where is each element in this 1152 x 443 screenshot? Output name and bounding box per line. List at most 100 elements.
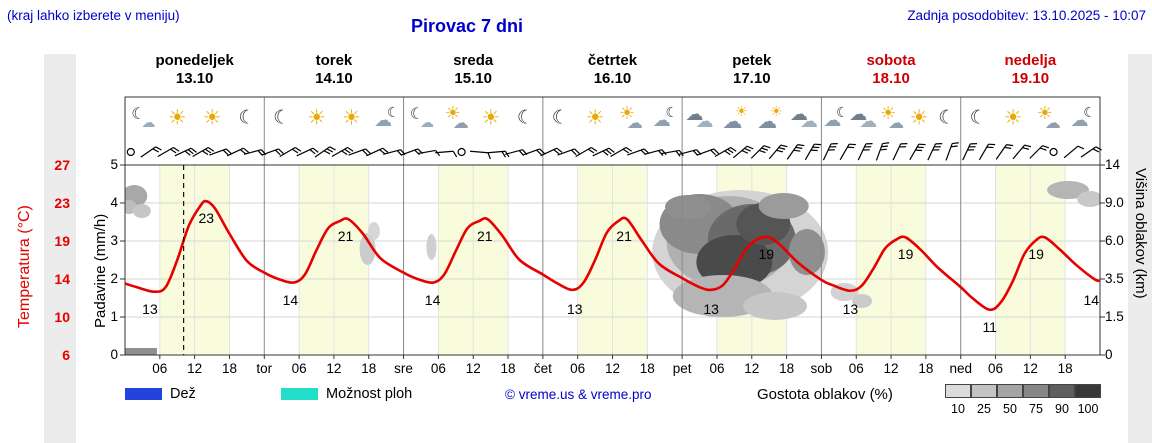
glyph: ☀ — [307, 105, 326, 130]
rain-label: Dež — [170, 386, 196, 402]
wind-barb-icon — [1080, 146, 1102, 158]
moon-icon: ☾ — [544, 103, 576, 133]
wind-barb-icon — [927, 143, 943, 161]
sun-cloud-icon: ☀ ☁ — [440, 103, 472, 133]
glyph: ☁ — [849, 104, 868, 125]
temp-value-label: 21 — [337, 228, 354, 245]
wind-barb-icon — [469, 150, 492, 160]
cloud-height-tick: 0 — [1105, 347, 1113, 362]
precipitation-tick: 1 — [110, 309, 118, 324]
wind-barb-icon — [945, 142, 959, 161]
glyph: ☀ — [1003, 105, 1023, 130]
glyph: ☀ — [481, 105, 501, 130]
copyright-link[interactable]: © vreme.us & vreme.pro — [505, 387, 652, 402]
time-tick-18: 18 — [221, 361, 237, 376]
day-date: 16.10 — [593, 70, 632, 87]
glyph: ☁ — [823, 110, 842, 131]
glyph: ☁ — [695, 111, 714, 132]
clouds-icon: ☁ ☁ — [684, 103, 716, 133]
moon-icon: ☾ — [266, 103, 298, 133]
glyph: ☾ — [665, 105, 678, 121]
rain-swatch — [125, 388, 162, 400]
glyph: ☁ — [722, 109, 743, 133]
glyph: ☾ — [409, 104, 425, 123]
glyph: ☾ — [238, 106, 256, 129]
cloud-scale-segment — [945, 384, 971, 398]
temp-value-label: 13 — [842, 300, 859, 317]
page-title: Pirovac 7 dni — [410, 16, 524, 36]
day-date: 14.10 — [315, 70, 353, 87]
wind-barb-icon — [732, 145, 754, 159]
time-tick-18: 18 — [918, 361, 934, 376]
wind-barb-icon — [261, 148, 284, 156]
time-tick-sob: sob — [810, 361, 833, 376]
cloud-height-tick: 1.5 — [1105, 309, 1124, 324]
sun-cloud-icon: ☀ ☁ — [1032, 103, 1064, 133]
glyph: ☁ — [859, 111, 878, 132]
wind-barb-icon — [978, 143, 996, 161]
glyph: ☾ — [516, 106, 534, 129]
wind-barb-icon — [804, 143, 822, 161]
sun-icon: ☀ — [475, 103, 507, 133]
day-date: 15.10 — [454, 70, 492, 87]
sun-icon: ☀ — [903, 103, 935, 133]
wind-barb-icon — [331, 146, 354, 158]
glyph: ☾ — [273, 106, 291, 129]
cloud-scale-segment — [1023, 384, 1049, 398]
wind-barb-icon — [592, 147, 615, 157]
cloud-scale-tick: 100 — [1077, 402, 1099, 416]
glyph: ☁ — [141, 115, 156, 131]
temp-value-label: 19 — [758, 246, 775, 263]
wind-barb-icon — [839, 143, 856, 161]
cloud-sun-icon: ☀ ☁ — [718, 103, 750, 133]
calm-wind-icon — [126, 147, 135, 157]
wind-barb-icon — [1029, 145, 1050, 159]
glyph: ☀ — [909, 105, 929, 130]
wind-barb-icon — [296, 147, 319, 157]
day-name-nedelja: nedelja — [1004, 52, 1057, 69]
time-tick-06: 06 — [430, 361, 446, 376]
clouds-icon: ☁ ☁ — [847, 103, 879, 133]
time-tick-čet: čet — [533, 361, 552, 376]
wind-barb-icon — [226, 147, 250, 157]
wind-barb-icon — [750, 145, 771, 159]
glyph: ☾ — [131, 104, 146, 123]
cloud-scale-tick: 10 — [951, 402, 965, 416]
wind-barb-icon — [174, 147, 197, 157]
glyph: ☁ — [1044, 113, 1061, 132]
moon-icon: ☾ — [509, 103, 541, 133]
wind-barb-icon — [557, 148, 580, 156]
glyph: ☀ — [444, 103, 461, 124]
time-tick-12: 12 — [326, 361, 342, 376]
menu-hint: (kraj lahko izberete v meniju) — [7, 8, 180, 23]
wind-barb-icon — [400, 148, 424, 156]
temp-value-label: 19 — [1028, 246, 1044, 263]
glyph: ☁ — [685, 104, 704, 125]
time-tick-18: 18 — [361, 361, 377, 376]
wind-barb-icon — [435, 150, 458, 158]
wind-barb-icon — [366, 147, 389, 157]
temp-value-label: 14 — [424, 291, 441, 308]
left-gutter — [44, 54, 76, 443]
time-tick-18: 18 — [500, 361, 516, 376]
day-name-petek: petek — [732, 52, 772, 69]
glyph: ☀ — [167, 105, 187, 130]
temp-value-label: 13 — [703, 300, 719, 317]
day-date: 13.10 — [175, 70, 214, 87]
glyph: ☁ — [757, 109, 778, 133]
time-tick-18: 18 — [1057, 361, 1073, 376]
time-tick-06: 06 — [848, 361, 864, 376]
time-tick-06: 06 — [988, 361, 1004, 376]
glyph: ☾ — [551, 106, 569, 129]
day-name-torek: torek — [315, 52, 353, 69]
wind-barb-icon — [661, 149, 684, 157]
wind-barb-icon — [995, 144, 1014, 160]
time-tick-tor: tor — [256, 361, 273, 376]
temperature-tick: 27 — [54, 157, 70, 173]
time-tick-12: 12 — [744, 361, 760, 376]
wind-barb-icon — [892, 143, 908, 161]
time-tick-06: 06 — [291, 361, 307, 376]
precipitation-tick: 0 — [110, 347, 118, 362]
temperature-tick: 10 — [54, 309, 70, 325]
